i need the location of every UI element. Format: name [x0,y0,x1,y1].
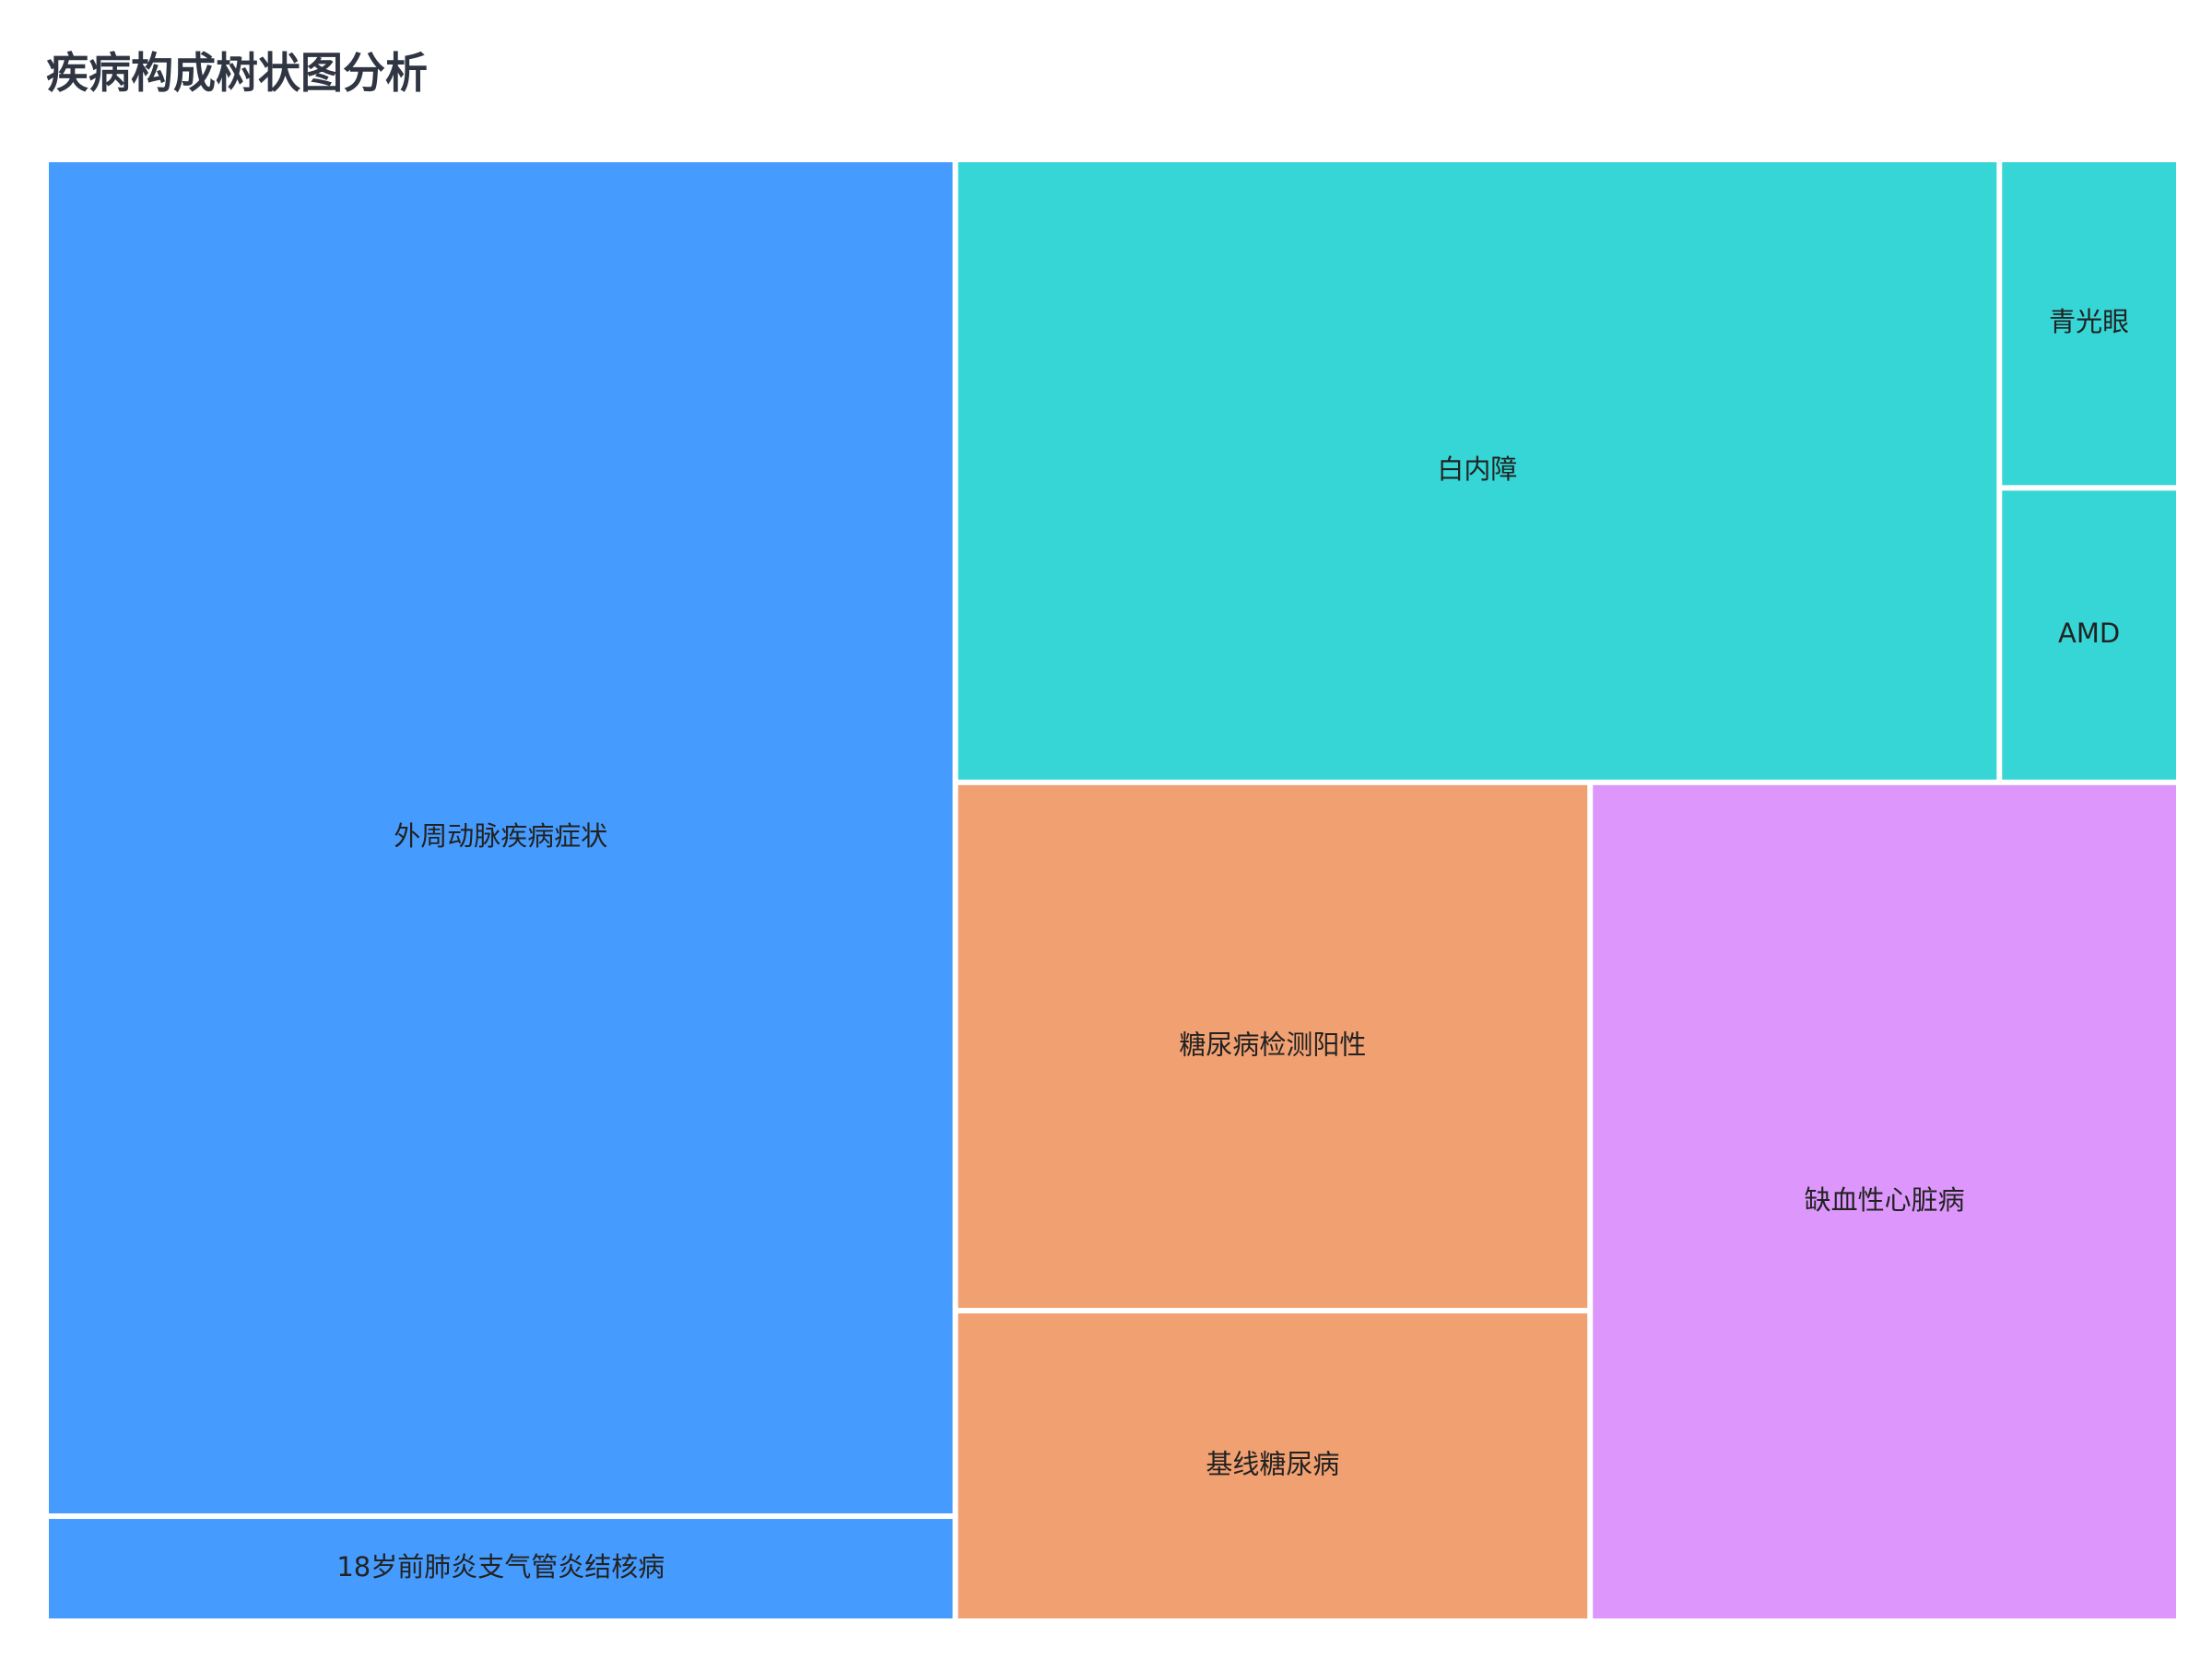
treemap-tile-label: 糖尿病检测阳性 [1179,1029,1366,1060]
treemap-tile[interactable] [49,1519,953,1618]
treemap-tile[interactable] [958,1313,1588,1618]
treemap-tile-label: AMD [2058,618,2120,649]
chart-title: 疾病构成树状图分析 [46,48,428,98]
treemap-tile[interactable] [1593,784,2176,1618]
treemap-tile-label: 基线糖尿病 [1206,1449,1339,1480]
treemap-tile-label: 白内障 [1437,453,1517,485]
treemap-tile-label: 18岁前肺炎支气管炎结核病 [336,1551,665,1583]
treemap-tile[interactable] [2002,490,2176,780]
treemap-tile[interactable] [958,162,1997,780]
treemap-tile-label: 青光眼 [2049,306,2129,337]
treemap-tile[interactable] [958,784,1588,1309]
treemap-tile-label: 缺血性心脏病 [1805,1184,1965,1216]
treemap-tile[interactable] [2002,162,2176,486]
treemap-tile-label: 外周动脉疾病症状 [394,820,607,852]
treemap-tile[interactable] [49,162,953,1514]
